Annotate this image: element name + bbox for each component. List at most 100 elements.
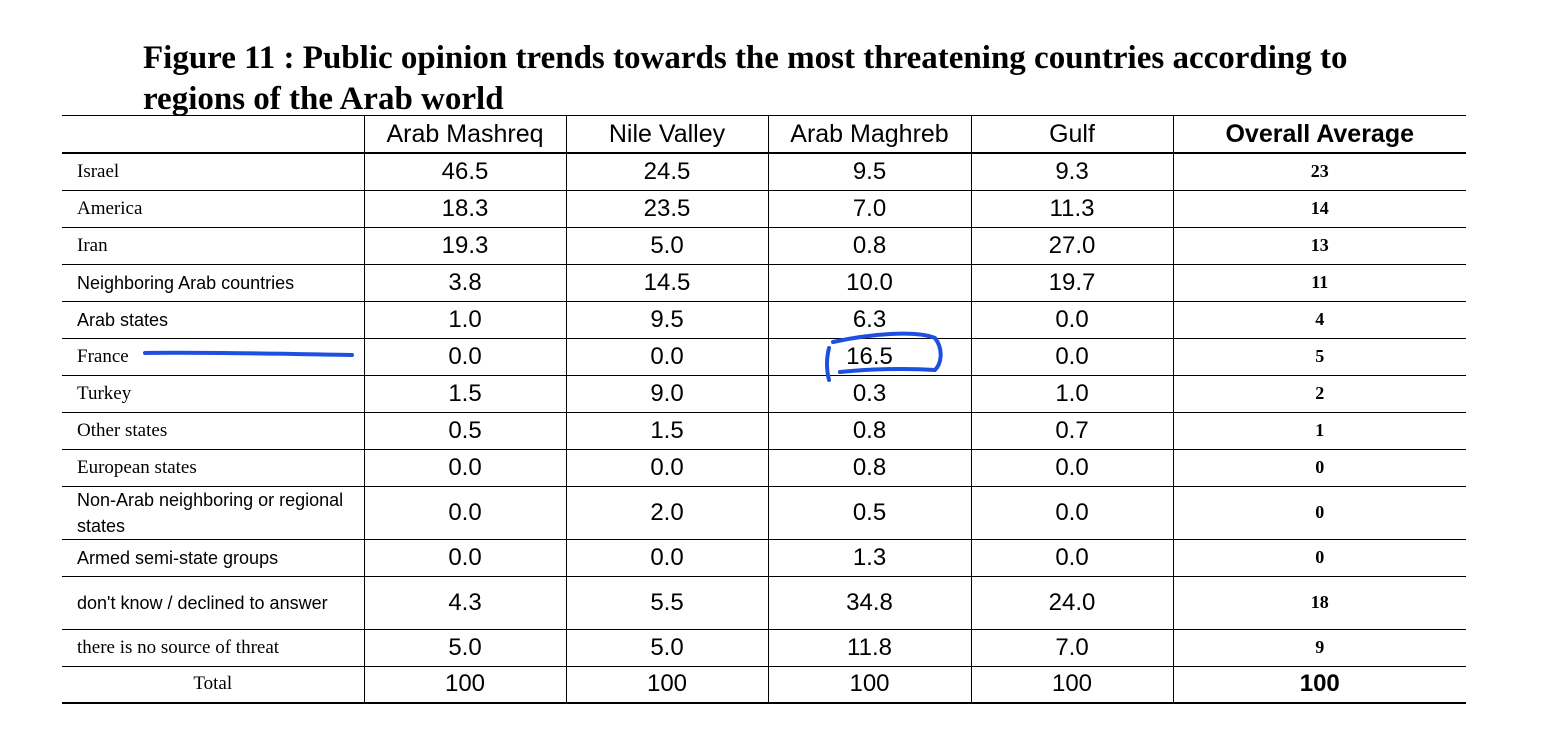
cell-value: 11.8: [767, 629, 971, 666]
col-nile-valley: Nile Valley: [565, 115, 768, 153]
row-label: Israel: [77, 160, 120, 182]
cell-value: 9.3: [970, 153, 1173, 190]
row-label: Neighboring Arab countries: [77, 272, 295, 293]
cell-average: 0: [1172, 539, 1466, 576]
cell-average: 18: [1172, 576, 1466, 629]
cell-value: 100: [767, 666, 971, 703]
table-row: Other states 0.5 1.5 0.8 0.7 1: [62, 412, 1466, 449]
cell-value: 0.0: [970, 539, 1173, 576]
row-label: Armed semi-state groups: [77, 547, 279, 568]
row-label: there is no source of threat: [77, 636, 280, 658]
cell-average: 1: [1172, 412, 1466, 449]
row-label: Arab states: [77, 309, 169, 330]
cell-value: 100: [565, 666, 768, 703]
cell-value: 1.3: [767, 539, 971, 576]
cell-value: 19.7: [970, 264, 1173, 301]
cell-value: 0.0: [970, 449, 1173, 486]
cell-value: 0.0: [565, 539, 768, 576]
cell-average: 4: [1172, 301, 1466, 338]
cell-average: 14: [1172, 190, 1466, 227]
table-row: America 18.3 23.5 7.0 11.3 14: [62, 190, 1466, 227]
row-label: don't know / declined to answer: [77, 592, 328, 613]
row-label: Iran: [77, 234, 108, 256]
row-label: Total: [193, 673, 233, 695]
figure-title: Figure 11 : Public opinion trends toward…: [143, 40, 1348, 117]
table-row: France 0.0 0.0 16.5 0.0 5: [62, 338, 1466, 375]
cell-average: 2: [1172, 375, 1466, 412]
cell-value: 1.0: [970, 375, 1173, 412]
cell-value: 24.5: [565, 153, 768, 190]
cell-average: 0: [1172, 486, 1466, 539]
cell-value: 0.0: [565, 449, 768, 486]
table-row: don't know / declined to answer 4.3 5.5 …: [62, 576, 1466, 629]
cell-value: 1.0: [363, 301, 566, 338]
table-row: European states 0.0 0.0 0.8 0.0 0: [62, 449, 1466, 486]
cell-average: 100: [1172, 666, 1466, 703]
cell-value: 9.0: [565, 375, 768, 412]
cell-average: 11: [1172, 264, 1466, 301]
cell-value: 18.3: [363, 190, 566, 227]
row-label: France: [77, 345, 129, 367]
table-row: Armed semi-state groups 0.0 0.0 1.3 0.0 …: [62, 539, 1466, 576]
row-label: America: [77, 197, 143, 219]
cell-value: 11.3: [970, 190, 1173, 227]
cell-average: 13: [1172, 227, 1466, 264]
cell-value: 34.8: [767, 576, 971, 629]
row-label: European states: [77, 456, 197, 478]
table-row: Israel 46.5 24.5 9.5 9.3 23: [62, 153, 1466, 190]
cell-value: 3.8: [363, 264, 566, 301]
header-row: Arab Mashreq Nile Valley Arab Maghreb Gu…: [62, 115, 1466, 154]
cell-value: 46.5: [363, 153, 566, 190]
cell-value: 1.5: [363, 375, 566, 412]
cell-average: 23: [1172, 153, 1466, 190]
cell-value: 16.5: [767, 338, 971, 375]
cell-value: 0.0: [363, 486, 566, 539]
cell-value: 4.3: [363, 576, 566, 629]
cell-value: 14.5: [565, 264, 768, 301]
cell-average: 5: [1172, 338, 1466, 375]
cell-value: 27.0: [970, 227, 1173, 264]
cell-value: 7.0: [970, 629, 1173, 666]
cell-value: 9.5: [767, 153, 971, 190]
table-row: Neighboring Arab countries 3.8 14.5 10.0…: [62, 264, 1466, 301]
cell-value: 5.0: [363, 629, 566, 666]
cell-value: 0.0: [565, 338, 768, 375]
cell-value: 0.0: [363, 539, 566, 576]
cell-value: 9.5: [565, 301, 768, 338]
total-row: Total 100 100 100 100 100: [62, 666, 1466, 703]
cell-value: 0.5: [767, 486, 971, 539]
cell-value: 100: [363, 666, 566, 703]
cell-value: 0.0: [970, 486, 1173, 539]
cell-value: 5.0: [565, 629, 768, 666]
cell-value: 100: [970, 666, 1173, 703]
cell-value: 23.5: [565, 190, 768, 227]
cell-average: 0: [1172, 449, 1466, 486]
cell-value: 0.0: [363, 338, 566, 375]
cell-average: 9: [1172, 629, 1466, 666]
table-row: Non-Arab neighboring or regional states …: [62, 486, 1466, 539]
cell-value: 0.8: [767, 412, 971, 449]
col-overall-average: Overall Average: [1172, 115, 1466, 153]
cell-value: 0.8: [767, 449, 971, 486]
header-corner: [62, 116, 364, 154]
cell-value: 0.0: [363, 449, 566, 486]
col-arab-maghreb: Arab Maghreb: [767, 115, 971, 153]
table-row: Turkey 1.5 9.0 0.3 1.0 2: [62, 375, 1466, 412]
row-label: Turkey: [77, 382, 132, 404]
cell-value: 0.5: [363, 412, 566, 449]
col-gulf: Gulf: [970, 115, 1173, 153]
cell-value: 10.0: [767, 264, 971, 301]
table-row: Iran 19.3 5.0 0.8 27.0 13: [62, 227, 1466, 264]
cell-value: 7.0: [767, 190, 971, 227]
threat-table: Arab Mashreq Nile Valley Arab Maghreb Gu…: [62, 115, 1466, 704]
row-label: Non-Arab neighboring or regional states: [77, 489, 344, 536]
cell-value: 24.0: [970, 576, 1173, 629]
cell-value: 5.5: [565, 576, 768, 629]
cell-value: 6.3: [767, 301, 971, 338]
table-row: there is no source of threat 5.0 5.0 11.…: [62, 629, 1466, 666]
cell-value: 2.0: [565, 486, 768, 539]
cell-value: 19.3: [363, 227, 566, 264]
cell-value: 0.3: [767, 375, 971, 412]
cell-value: 0.0: [970, 338, 1173, 375]
row-label: Other states: [77, 419, 168, 441]
